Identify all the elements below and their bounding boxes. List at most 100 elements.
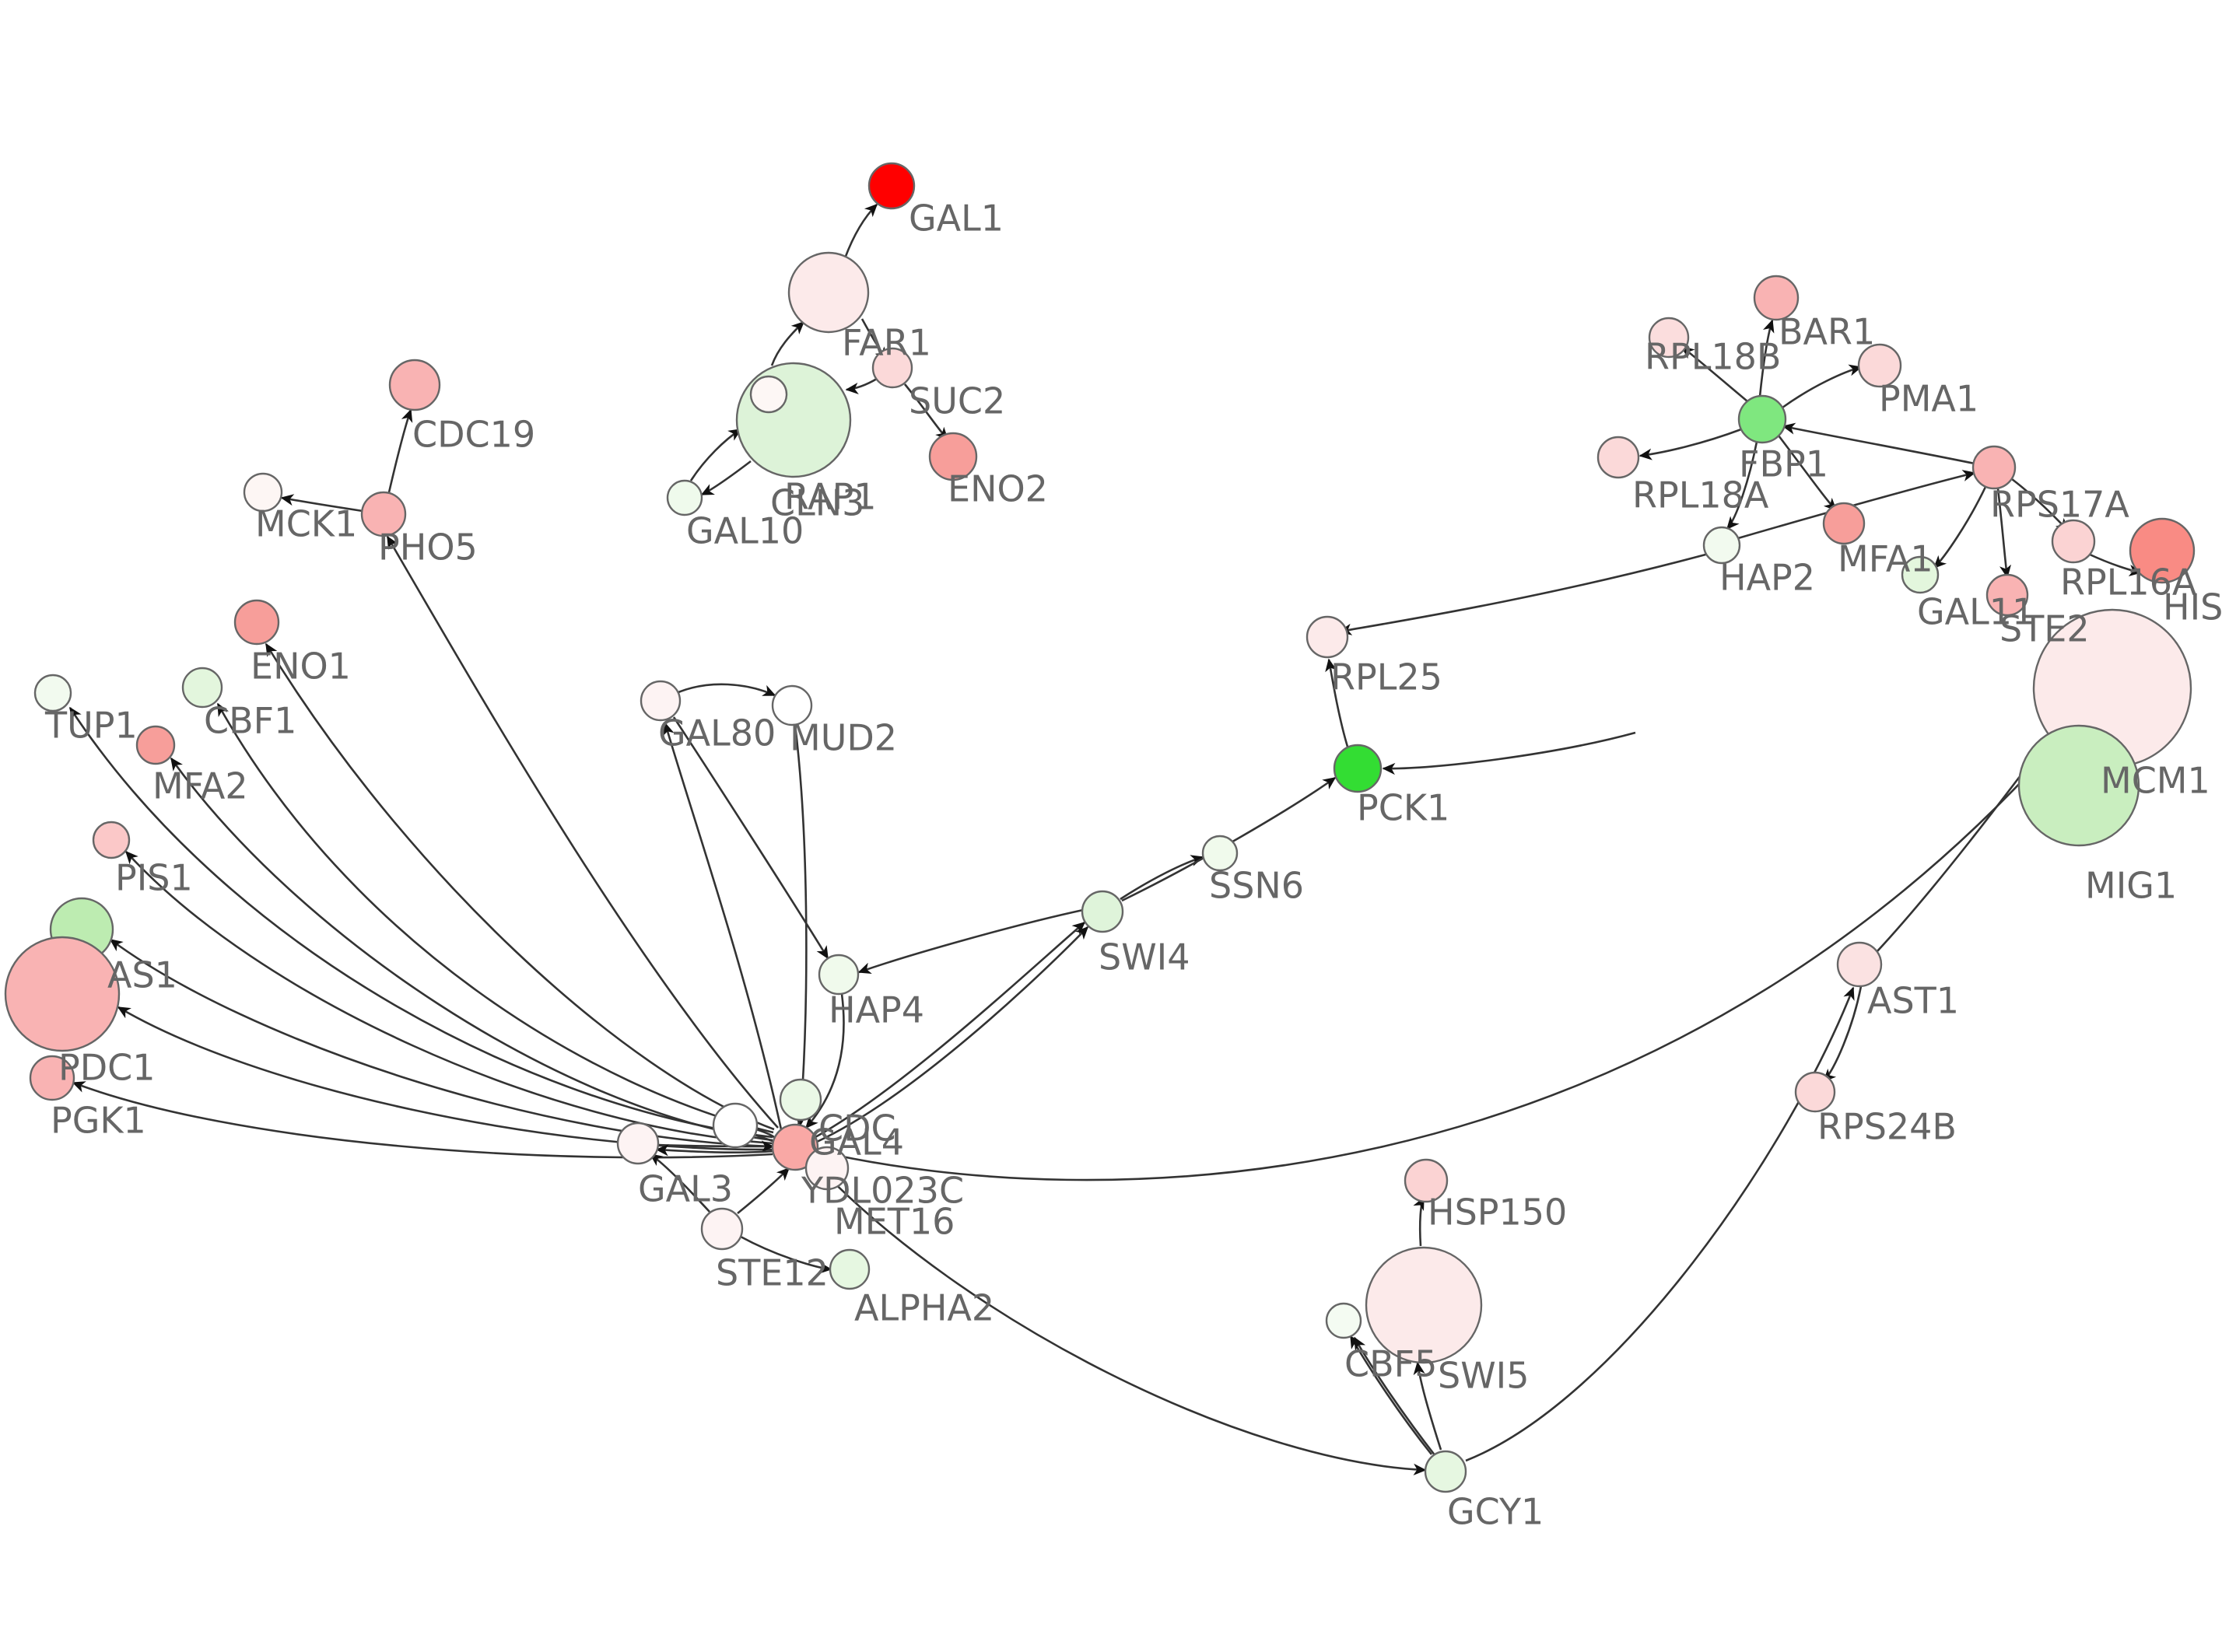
node-gal4[interactable] <box>771 1123 819 1171</box>
edge-GAL80-to-MUD2 <box>678 683 776 697</box>
edge-MUD2-to-GAL4 <box>794 724 808 1128</box>
node-ssn6[interactable] <box>1201 835 1239 872</box>
node-label-gal4: GAL4 <box>809 1121 904 1163</box>
edge-GAL4-to-GAL80 <box>662 722 783 1130</box>
node-ste2[interactable] <box>1985 573 2029 617</box>
node-hsp150[interactable] <box>1404 1158 1449 1203</box>
node-far1[interactable] <box>787 251 870 334</box>
node-cln3[interactable] <box>735 362 852 478</box>
node-tup1[interactable] <box>33 674 72 712</box>
node-pis1[interactable] <box>92 821 131 859</box>
node-cbf5[interactable] <box>1325 1302 1362 1339</box>
node-label-pgk1: PGK1 <box>51 1099 146 1141</box>
edge-GCY1-to-SWI5 <box>1413 1361 1442 1451</box>
edge-PHO5-to-CDC19 <box>387 408 413 493</box>
edge-GAL4-to-GCY1 <box>813 1161 1427 1475</box>
node-eno1[interactable] <box>233 599 280 646</box>
node-label-eno2: ENO2 <box>948 467 1048 509</box>
edge-SWI4-to-PCK1 <box>1121 776 1337 902</box>
edge-GCY1-to-AST1 <box>1465 986 1855 1462</box>
node-mig1[interactable] <box>2017 724 2140 847</box>
node-label-swi4: SWI4 <box>1099 936 1190 978</box>
edge-CLN3-to-FAR1 <box>770 320 805 366</box>
node-gal10[interactable] <box>666 479 703 516</box>
node-rpl16a[interactable] <box>2051 519 2096 564</box>
node-gal3[interactable] <box>616 1122 660 1165</box>
edge-GAL4-to-PGK1 <box>72 1081 773 1159</box>
node-label-hsp150: HSP150 <box>1428 1191 1567 1233</box>
node-label-mig1: MIG1 <box>2085 864 2177 906</box>
node-label-gcy1: GCY1 <box>1447 1490 1544 1532</box>
node-mfa2[interactable] <box>135 725 176 765</box>
node-pho5[interactable] <box>360 491 407 537</box>
node-label-tup1: TUP1 <box>44 704 138 746</box>
edge-GAL4-to-ENO1 <box>265 642 775 1131</box>
edge-GAL4-to-MCM1_long <box>816 745 2056 1181</box>
node-ste12[interactable] <box>700 1207 744 1251</box>
node-alpha2[interactable] <box>829 1248 871 1290</box>
node-label-rpl18a: RPL18A <box>1632 474 1769 516</box>
node-label-cbf5: CBF5 <box>1344 1342 1437 1384</box>
edge-GAL10-to-CLN3 <box>689 428 742 481</box>
node-swi5[interactable] <box>1365 1246 1483 1364</box>
node-rps17a[interactable] <box>1971 445 2017 490</box>
node-gal1[interactable] <box>867 162 916 210</box>
node-rpl18b[interactable] <box>1648 317 1690 359</box>
edge-RPS17A-to-STE2 <box>1996 488 2011 579</box>
node-cdc39[interactable] <box>712 1102 759 1149</box>
node-pma1[interactable] <box>1857 343 1902 388</box>
node-swi4[interactable] <box>1081 890 1124 933</box>
node-cln3_inner[interactable] <box>749 375 788 414</box>
edge-GAL4-to-PDC1 <box>117 1006 773 1151</box>
node-his4[interactable] <box>2129 517 2196 584</box>
node-gal11[interactable] <box>1901 555 1940 594</box>
node-label-met16: MET16 <box>834 1200 955 1242</box>
edge-FBP1-to-PMA1 <box>1782 364 1863 409</box>
edge-GAL3-to-GAL4 <box>657 1140 775 1153</box>
node-gcy1[interactable] <box>1424 1450 1467 1493</box>
edge-SUC2-to-CLN3 <box>845 377 878 395</box>
node-label-far1: FAR1 <box>842 321 931 363</box>
edge-STE12-to-ALPHA2 <box>740 1235 832 1274</box>
node-rpl18a[interactable] <box>1596 436 1640 479</box>
node-cbf1[interactable] <box>181 667 223 709</box>
node-label-hap4: HAP4 <box>829 989 924 1031</box>
edge-STE12-to-GAL3 <box>649 1153 710 1213</box>
edge-FBP1-to-RPL18A <box>1638 428 1742 460</box>
node-label-rpl16a: RPL16A <box>2060 561 2197 603</box>
node-label-pho5: PHO5 <box>378 526 478 568</box>
node-rps24b[interactable] <box>1794 1071 1836 1113</box>
node-gal4_up[interactable] <box>779 1078 822 1122</box>
node-label-fbp1: FBP1 <box>1739 443 1828 485</box>
node-mfa1[interactable] <box>1822 502 1866 545</box>
edge-HAP2_RPL25-to-RPL25 <box>1338 552 1709 635</box>
edge-GAL4-to-MFA2 <box>170 757 773 1142</box>
node-label-gal11: GAL11 <box>1917 590 2034 632</box>
node-label-ssn6: SSN6 <box>1209 864 1304 906</box>
edge-GCY1-to-CBF5b <box>1353 1336 1437 1457</box>
node-bar1[interactable] <box>1753 275 1800 321</box>
node-label-gal1: GAL1 <box>909 197 1004 239</box>
node-mud2[interactable] <box>771 684 813 726</box>
node-eno2[interactable] <box>928 432 978 481</box>
node-label-gal10: GAL10 <box>686 509 804 551</box>
node-ast1[interactable] <box>1836 941 1883 988</box>
edge-CLN3-to-GAL10 <box>700 460 752 496</box>
node-label-cbf1: CBF1 <box>204 699 296 741</box>
node-cdc19[interactable] <box>388 359 441 411</box>
node-ydl023c[interactable] <box>804 1146 850 1191</box>
node-rpl25[interactable] <box>1306 615 1349 659</box>
node-hap4[interactable] <box>818 954 860 996</box>
node-gal80[interactable] <box>640 680 682 722</box>
node-label-mcm1: MCM1 <box>2101 759 2210 801</box>
node-pgk1[interactable] <box>29 1055 75 1101</box>
edge-SWI5-to-HSP150 <box>1413 1196 1425 1247</box>
node-fbp1[interactable] <box>1737 394 1787 444</box>
node-pdc1[interactable] <box>4 936 121 1052</box>
node-suc2[interactable] <box>871 347 913 389</box>
node-pck1[interactable] <box>1333 744 1383 793</box>
node-mck1[interactable] <box>243 472 283 513</box>
node-label-mck1: MCK1 <box>255 502 357 544</box>
node-hap2[interactable] <box>1702 526 1741 565</box>
